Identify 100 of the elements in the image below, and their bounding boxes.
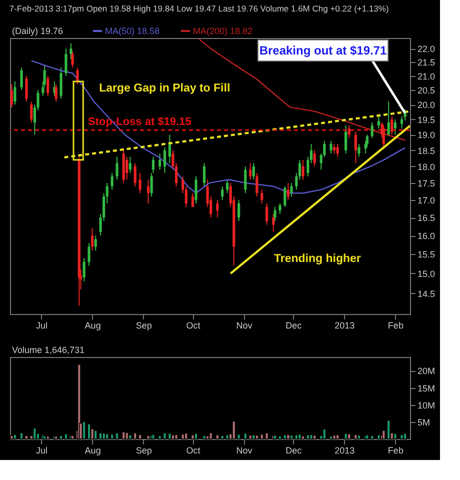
candlestick bbox=[82, 258, 86, 282]
candlestick bbox=[244, 166, 247, 194]
candlestick bbox=[88, 242, 90, 266]
y-tick-label: 15.5 bbox=[418, 250, 436, 260]
candlestick bbox=[138, 172, 142, 194]
candlestick bbox=[313, 150, 316, 167]
annotation: Trending higher bbox=[274, 252, 362, 265]
candlestick bbox=[354, 131, 357, 164]
candlestick bbox=[20, 67, 23, 91]
candlestick bbox=[30, 101, 33, 123]
candlestick bbox=[76, 67, 79, 85]
y-tick-label: 17.5 bbox=[418, 178, 436, 188]
candlestick bbox=[91, 228, 94, 251]
candlestick bbox=[25, 75, 28, 102]
y-tick-label: 20.0 bbox=[418, 100, 436, 110]
bar bbox=[309, 434, 314, 440]
x-tick-label: Feb bbox=[388, 446, 404, 456]
candlestick bbox=[274, 206, 276, 222]
bar bbox=[344, 433, 348, 440]
x-tick-label: Oct bbox=[186, 446, 201, 456]
x-tick-label: Nov bbox=[236, 320, 253, 330]
x-tick-label: Jul bbox=[36, 320, 48, 330]
y-tick-label: 21.5 bbox=[418, 58, 436, 68]
x-tick-label: Oct bbox=[186, 320, 201, 330]
bar bbox=[181, 434, 185, 440]
y-tick-label: 20M bbox=[418, 366, 436, 376]
bar bbox=[184, 432, 188, 440]
x-tick-label: Sep bbox=[136, 320, 152, 330]
candlestick bbox=[94, 235, 97, 251]
bar bbox=[403, 433, 407, 440]
candlestick bbox=[336, 144, 339, 158]
candlestick bbox=[10, 84, 13, 108]
bar bbox=[202, 435, 206, 440]
bar bbox=[174, 434, 178, 440]
bar bbox=[46, 436, 50, 440]
bar bbox=[393, 433, 397, 440]
bar bbox=[209, 432, 213, 440]
candlestick bbox=[152, 156, 155, 174]
candlestick bbox=[344, 124, 348, 154]
bar bbox=[171, 434, 175, 440]
candlestick bbox=[249, 162, 252, 180]
x-tick-label: Nov bbox=[236, 446, 253, 456]
bar bbox=[32, 428, 36, 440]
bar bbox=[194, 433, 198, 440]
bar bbox=[400, 434, 404, 440]
candlestick bbox=[394, 118, 396, 136]
candlestick bbox=[64, 48, 68, 76]
y-tick-label: 19.0 bbox=[418, 130, 436, 140]
y-tick-label: 5M bbox=[418, 417, 430, 428]
candlestick bbox=[60, 67, 62, 100]
legend-label: MA(200) 18.82 bbox=[193, 26, 253, 36]
candlestick bbox=[256, 172, 258, 198]
candlestick bbox=[110, 172, 114, 190]
candlestick bbox=[286, 182, 290, 200]
chart-title: 7-Feb-2013 3:17pm Open 19.58 High 19.84 Low 19.47 Last 19.76 Volume 1.6M Chg +0.22 (+1.13%) bbox=[9, 4, 389, 14]
bar bbox=[354, 434, 358, 440]
y-tick-label: 15.0 bbox=[418, 268, 436, 279]
candlestick bbox=[158, 153, 162, 170]
y-tick-label: 20.5 bbox=[418, 86, 436, 96]
y-tick-label: 18.5 bbox=[418, 146, 436, 156]
x-tick-label: Sep bbox=[136, 446, 152, 456]
candlestick bbox=[71, 50, 74, 68]
candlestick bbox=[332, 144, 336, 154]
x-tick-label: Dec bbox=[286, 320, 302, 330]
candlestick bbox=[191, 192, 194, 208]
candlestick bbox=[146, 179, 150, 204]
x-tick-label: Dec bbox=[286, 446, 302, 456]
candlestick bbox=[358, 144, 360, 158]
bar bbox=[312, 434, 316, 440]
annotation: Breaking out at $19.71 bbox=[259, 44, 388, 58]
y-tick-label: 17.0 bbox=[418, 195, 436, 206]
candlestick bbox=[387, 101, 390, 137]
candlestick bbox=[290, 182, 293, 198]
y-tick-label: 10M bbox=[418, 400, 436, 410]
bar bbox=[322, 428, 326, 440]
bar bbox=[357, 434, 361, 440]
candlestick bbox=[390, 116, 394, 136]
x-tick-label: Jul bbox=[36, 446, 48, 456]
bar bbox=[102, 432, 106, 440]
y-tick-label: 18.0 bbox=[418, 162, 436, 172]
candlestick bbox=[238, 199, 240, 222]
legend-title: (Daily) 19.76 bbox=[12, 26, 64, 36]
y-tick-label: 15M bbox=[418, 383, 436, 394]
bar bbox=[336, 434, 340, 440]
candlestick bbox=[14, 81, 16, 106]
bar bbox=[125, 432, 129, 440]
candlestick bbox=[128, 156, 132, 174]
candlestick bbox=[163, 146, 166, 174]
candlestick bbox=[278, 202, 282, 214]
candlestick bbox=[126, 156, 128, 180]
candlestick bbox=[216, 199, 219, 218]
bar bbox=[286, 434, 290, 440]
candlestick bbox=[260, 189, 264, 204]
candlestick bbox=[221, 186, 224, 200]
bar bbox=[332, 434, 336, 440]
annotation: Large Gap in Play to Fill bbox=[99, 82, 230, 95]
candlestick bbox=[348, 124, 350, 138]
y-tick-label: 22.0 bbox=[418, 44, 436, 54]
candlestick bbox=[302, 159, 304, 180]
legend-label: MA(50) 18.58 bbox=[105, 26, 160, 36]
